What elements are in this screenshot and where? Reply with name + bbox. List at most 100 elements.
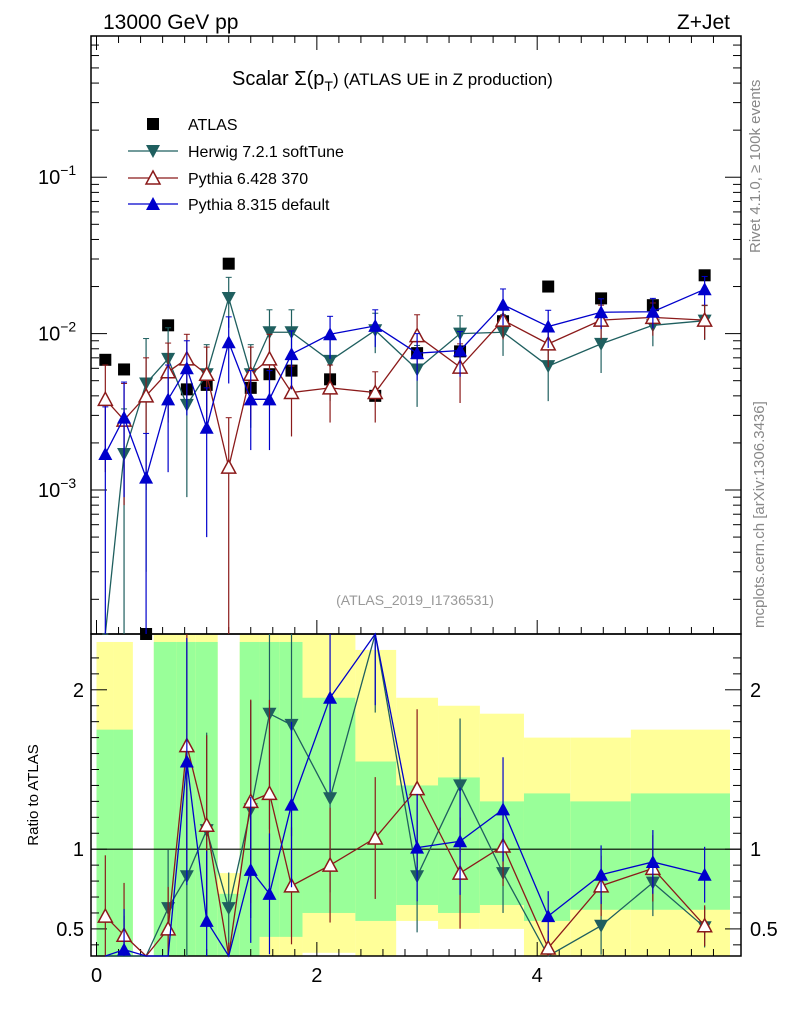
legend-label: Pythia 6.428 370 [188,171,308,188]
ratio-point [696,917,713,933]
data-point [323,354,338,368]
ratio-uncertainty-bands [96,634,730,956]
ratio-point [453,779,468,793]
ratio-y-tick-label-right: 2 [750,680,761,702]
data-point [98,446,113,460]
legend-label: Herwig 7.2.1 softTune [188,144,344,161]
plot-title: Scalar Σ(pT) (ATLAS UE in Z production) [232,68,553,94]
data-point [117,410,132,424]
data-point [696,311,713,327]
data-point [697,282,712,296]
ratio-plot-frame [90,633,742,957]
data-point [698,269,711,282]
data-point [496,297,511,311]
legend-marker [146,145,160,158]
data-point [261,350,278,366]
ratio-point [321,856,339,872]
data-point [368,318,383,332]
legend: ATLAS Herwig 7.2.1 softTune Pythia 6.428 3… [128,117,344,214]
ratio-point [117,942,132,956]
data-point [222,257,235,270]
ratio-band-green [153,641,177,956]
series-line [104,295,705,635]
ratio-band-green [302,697,356,913]
ratio-y-tick-label-left: 0.5 [56,919,84,941]
ratio-point [541,909,556,923]
x-tick-label: 0 [91,965,102,987]
data-point [321,379,339,395]
ratio-point [453,834,468,848]
data-point [323,327,338,341]
ratio-point [323,792,338,806]
ratio-point [594,919,609,933]
ratio-y-label: Ratio to ATLAS [25,744,42,845]
analysis-watermark: (ATLAS_2019_I1736531) [336,592,494,608]
data-point [161,392,176,406]
header-right: Z+Jet [677,11,730,34]
data-point [453,343,468,357]
data-point [284,347,299,361]
ratio-y-tick-label-left: 2 [73,680,84,702]
data-point [410,346,425,360]
data-marks [97,257,713,958]
header-left: 13000 GeV pp [103,11,238,34]
series-3 [98,275,712,958]
ratio-y-tick-label-right: 0.5 [750,919,778,941]
data-point [221,335,236,349]
data-point [179,361,194,375]
ratio-y-tick-label-left: 1 [73,839,84,861]
data-point [118,363,131,376]
data-point [221,291,236,305]
data-point [162,319,175,332]
legend-marker [144,169,162,185]
data-point [199,420,214,434]
data-point [198,365,215,381]
mcplots-label: mcplots.cern.ch [arXiv:1306.3436] [751,401,768,628]
data-point [283,383,300,400]
data-point [594,305,609,319]
data-point [541,319,556,333]
data-point [97,390,114,407]
legend-marker [146,197,160,210]
ratio-point [261,784,278,801]
ratio-point [697,867,712,881]
data-point [262,326,277,340]
ratio-y-tick-label-right: 1 [750,839,761,861]
data-point [645,304,660,318]
ratio-band-green [523,793,571,921]
series-0 [99,257,711,640]
data-point [262,392,277,406]
data-point [366,383,384,400]
x-tick-label: 4 [532,965,543,987]
ratio-point [496,802,511,816]
data-point [542,280,555,293]
ratio-point [323,690,338,704]
ratio-point [410,840,425,854]
data-point [243,392,258,406]
ratio-point [198,816,215,833]
ratio-point [262,886,277,900]
ratio-point [645,854,660,868]
ratio-point [243,862,258,876]
data-point [99,353,112,366]
legend-label: ATLAS [188,117,238,134]
ratio-point [97,907,114,923]
legend-marker [147,118,159,130]
ratio-point [284,797,299,811]
ratio-point [539,939,557,955]
ratio-point [159,920,177,936]
ratio-point [199,913,214,927]
ratio-band-green [479,801,524,905]
x-tick-label: 2 [311,965,322,987]
ratio-band-green [113,729,133,956]
y-tick-label: 10−1 [38,162,76,189]
ratio-point [221,902,236,916]
ratio-point [594,867,609,881]
series-line [104,288,705,480]
ratio-point [366,829,384,845]
ratio-band-green [630,793,730,910]
ratio-band-green [96,729,114,956]
data-point [594,337,609,351]
rivet-label: Rivet 4.1.0, ≥ 100k events [747,80,764,253]
